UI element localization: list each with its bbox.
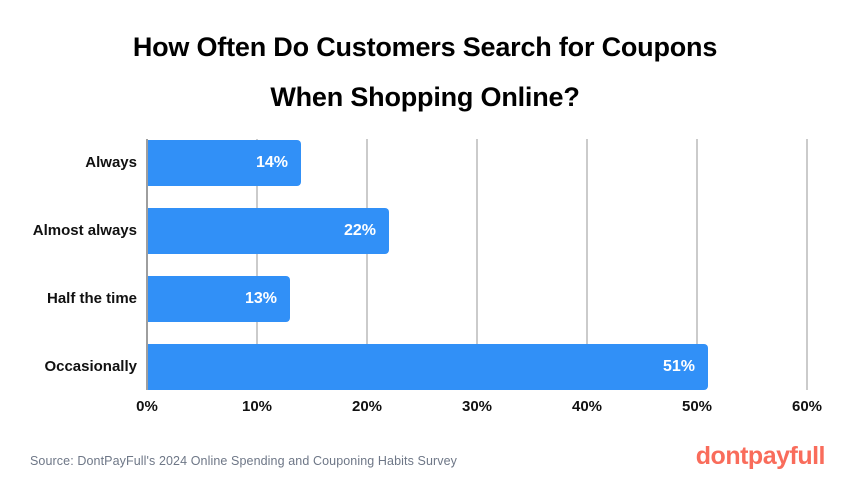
category-label-occasionally: Occasionally bbox=[44, 358, 137, 375]
category-label-always: Always bbox=[85, 154, 137, 171]
bar-value-label: 22% bbox=[343, 222, 376, 239]
chart-title: How Often Do Customers Search for Coupon… bbox=[0, 22, 850, 122]
category-label-half-the-time: Half the time bbox=[46, 290, 137, 307]
gridline bbox=[256, 139, 258, 390]
x-tick-label: 20% bbox=[351, 398, 383, 415]
dontpayfull-logo: dontpayfull bbox=[695, 442, 826, 470]
source-attribution: Source: DontPayFull's 2024 Online Spendi… bbox=[30, 454, 458, 468]
x-tick-label: 30% bbox=[461, 398, 493, 415]
gridline bbox=[586, 139, 588, 390]
x-tick-label: 40% bbox=[571, 398, 603, 415]
bar-value-label: 14% bbox=[255, 154, 288, 171]
x-tick-label: 50% bbox=[681, 398, 713, 415]
chart-title-line1: How Often Do Customers Search for Coupon… bbox=[132, 32, 718, 62]
gridline bbox=[366, 139, 368, 390]
bar-occasionally: 51% bbox=[147, 344, 708, 390]
category-label-almost-always: Almost always bbox=[32, 222, 137, 239]
bar-value-label: 51% bbox=[662, 358, 695, 375]
y-axis-line bbox=[146, 139, 148, 390]
bar-almost-always: 22% bbox=[147, 208, 389, 254]
bar-value-label: 13% bbox=[244, 290, 277, 307]
gridline bbox=[696, 139, 698, 390]
gridline bbox=[476, 139, 478, 390]
x-tick-label: 10% bbox=[241, 398, 273, 415]
bar-half-the-time: 13% bbox=[147, 276, 290, 322]
gridline bbox=[806, 139, 808, 390]
bar-always: 14% bbox=[147, 140, 301, 186]
plot-area: 14% 22% 13% 51% bbox=[146, 139, 808, 390]
x-tick-label: 60% bbox=[791, 398, 823, 415]
x-tick-label: 0% bbox=[136, 398, 158, 415]
chart-title-line2: When Shopping Online? bbox=[270, 82, 580, 112]
